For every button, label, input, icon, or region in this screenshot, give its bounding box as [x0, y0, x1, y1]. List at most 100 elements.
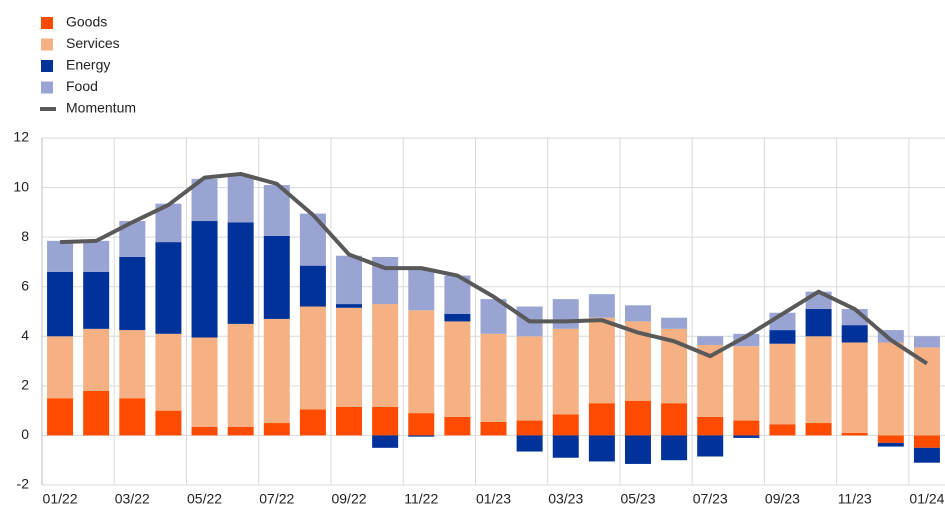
- y-tick-label: 12: [13, 129, 29, 145]
- bar-segment: [516, 420, 543, 436]
- bar-segment: [47, 398, 74, 436]
- momentum-line: [59, 171, 929, 366]
- bar-segment: [661, 403, 688, 436]
- bar-segment: [661, 435, 688, 461]
- bar-segment: [552, 328, 579, 415]
- bar-segment: [913, 336, 940, 348]
- legend-swatch: [41, 81, 53, 94]
- x-tick-label: 05/22: [187, 491, 222, 507]
- bar-segment: [697, 336, 724, 345]
- bar-segment: [552, 435, 579, 458]
- bar-segment: [47, 271, 74, 337]
- legend-label: Goods: [66, 14, 107, 30]
- bar-segment: [733, 333, 760, 347]
- y-tick-label: 10: [13, 178, 29, 194]
- bar-segment: [913, 435, 940, 448]
- bar-segment: [263, 318, 290, 424]
- bar-segment: [805, 309, 832, 337]
- bar-segment: [516, 435, 543, 452]
- bar-segment: [877, 435, 904, 443]
- bar-segment: [336, 255, 363, 305]
- bar-segment: [299, 213, 326, 266]
- x-tick-label: 07/22: [259, 491, 294, 507]
- bar-segment: [336, 406, 363, 436]
- bar-segment: [336, 304, 363, 308]
- bar-segment: [227, 175, 254, 223]
- bar-segment: [588, 294, 615, 318]
- bar-segment: [408, 435, 435, 437]
- bar-segment: [733, 346, 760, 421]
- bar-segment: [83, 328, 110, 391]
- bar-segment: [588, 403, 615, 436]
- legend-swatch: [41, 17, 53, 29]
- x-tick-label: 01/23: [476, 491, 511, 507]
- bar-segment: [841, 342, 868, 433]
- y-tick-label: -2: [17, 476, 30, 492]
- legend-swatch: [41, 60, 53, 72]
- bar-segment: [697, 416, 724, 436]
- bar-segment: [552, 414, 579, 436]
- x-tick-label: 01/24: [909, 491, 944, 507]
- bar-segment: [697, 435, 724, 457]
- bar-segment: [841, 432, 868, 436]
- bar-segment: [227, 222, 254, 324]
- bar-segment: [408, 310, 435, 414]
- bar-segment: [299, 265, 326, 307]
- bar-segment: [877, 342, 904, 436]
- bar-segment: [227, 426, 254, 436]
- bar-segment: [191, 426, 218, 436]
- x-tick-label: 09/23: [765, 491, 800, 507]
- bar-segment: [444, 313, 471, 322]
- x-tick-label: 05/23: [620, 491, 655, 507]
- x-tick-label: 03/23: [548, 491, 583, 507]
- bar-segment: [299, 306, 326, 410]
- bar-segment: [155, 242, 182, 334]
- y-tick-label: 8: [21, 228, 29, 244]
- bar-segment: [624, 435, 651, 464]
- bar-segment: [516, 336, 543, 421]
- bar-segment: [191, 221, 218, 338]
- bar-segment: [263, 235, 290, 319]
- y-tick-label: 2: [21, 377, 29, 393]
- bar-segment: [83, 390, 110, 436]
- bar-segment: [119, 398, 146, 436]
- legend-label: Energy: [66, 57, 110, 73]
- x-tick-label: 03/22: [115, 491, 150, 507]
- bar-segment: [408, 269, 435, 311]
- bar-segment: [624, 305, 651, 322]
- legend-swatch: [41, 38, 53, 51]
- bar-segment: [733, 435, 760, 438]
- y-tick-label: 0: [21, 426, 29, 442]
- bar-segment: [299, 409, 326, 436]
- bar-segment: [913, 347, 940, 436]
- bar-segment: [733, 420, 760, 436]
- bar-segment: [588, 435, 615, 462]
- bar-segment: [83, 271, 110, 329]
- y-tick-label: 4: [21, 327, 29, 343]
- bar-segment: [769, 424, 796, 436]
- bar-segment: [47, 336, 74, 399]
- bar-segment: [155, 333, 182, 411]
- bar-segment: [83, 240, 110, 272]
- bar-segment: [552, 299, 579, 329]
- bar-segment: [191, 337, 218, 427]
- bar-segment: [227, 323, 254, 427]
- bar-segment: [913, 447, 940, 463]
- bar-segment: [624, 400, 651, 436]
- bar-segment: [372, 304, 399, 407]
- bar-segment: [444, 321, 471, 417]
- y-tick-label: 6: [21, 277, 29, 293]
- bar-segment: [408, 413, 435, 436]
- bar-segment: [372, 406, 399, 436]
- bar-segment: [444, 416, 471, 436]
- x-tick-label: 01/22: [43, 491, 78, 507]
- bar-segment: [769, 330, 796, 344]
- bar-segment: [119, 330, 146, 399]
- bar-segment: [47, 240, 74, 272]
- bar-segment: [480, 421, 507, 436]
- legend-label: Momentum: [66, 100, 136, 116]
- bar-segment: [480, 333, 507, 422]
- x-tick-label: 11/23: [838, 491, 872, 507]
- bar-segment: [805, 423, 832, 436]
- bar-segment: [372, 435, 399, 448]
